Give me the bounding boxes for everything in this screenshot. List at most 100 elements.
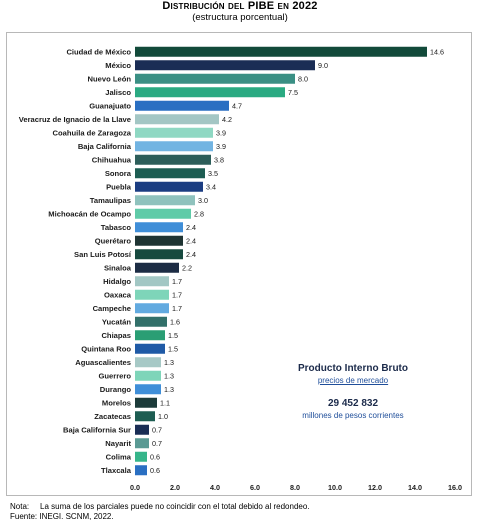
bar — [135, 397, 157, 408]
value-label: 1.0 — [158, 412, 168, 421]
bar — [135, 114, 219, 125]
bar — [135, 343, 165, 354]
value-label: 2.8 — [194, 209, 204, 218]
value-label: 2.2 — [182, 263, 192, 272]
gdp-annotation: Producto Interno Bruto precios de mercad… — [288, 363, 418, 420]
category-label: Campeche — [93, 304, 131, 313]
category-label: Jalisco — [105, 88, 131, 97]
value-label: 1.3 — [164, 358, 174, 367]
bar — [135, 46, 427, 57]
x-tick-label: 4.0 — [210, 483, 220, 492]
value-label: 7.5 — [288, 88, 298, 97]
chart-title: Distribución del PIBE en 2022 — [162, 0, 318, 12]
source-text: Fuente: INEGI. SCNM, 2022. — [10, 512, 114, 521]
bar — [135, 330, 165, 341]
bar — [135, 60, 315, 71]
bar — [135, 235, 183, 246]
category-label: México — [105, 61, 131, 70]
value-label: 3.8 — [214, 155, 224, 164]
value-label: 0.6 — [150, 452, 160, 461]
value-label: 1.7 — [172, 304, 182, 313]
gdp-annotation-title: Producto Interno Bruto — [298, 363, 408, 374]
category-label: Durango — [100, 385, 132, 394]
category-label: Puebla — [106, 183, 132, 192]
category-label: Chihuahua — [92, 156, 132, 165]
bar — [135, 262, 179, 273]
bar — [135, 208, 191, 219]
category-label: Colima — [106, 453, 132, 462]
category-label: Baja California — [78, 142, 132, 151]
bar — [135, 127, 213, 138]
value-label: 3.4 — [206, 182, 216, 191]
bar — [135, 168, 205, 179]
bar — [135, 73, 295, 84]
category-label: Tamaulipas — [90, 196, 131, 205]
value-label: 3.9 — [216, 128, 226, 137]
chart-frame — [6, 32, 472, 496]
x-tick-label: 6.0 — [250, 483, 260, 492]
bar — [135, 451, 147, 462]
category-label: Morelos — [102, 399, 131, 408]
bar — [135, 411, 155, 422]
value-label: 1.3 — [164, 371, 174, 380]
value-label: 14.6 — [430, 47, 444, 56]
category-label: Guanajuato — [89, 102, 131, 111]
category-label: Yucatán — [102, 318, 131, 327]
x-tick-label: 8.0 — [290, 483, 300, 492]
value-label: 3.5 — [208, 169, 218, 178]
category-label: Tlaxcala — [101, 466, 132, 475]
value-label: 0.7 — [152, 439, 162, 448]
value-label: 1.3 — [164, 385, 174, 394]
bar — [135, 303, 169, 314]
gdp-annotation-unit: millones de pesos corrientes — [302, 411, 404, 420]
category-label: Hidalgo — [103, 277, 131, 286]
footnotes: Nota: La suma de los parciales puede no c… — [10, 502, 310, 522]
gdp-annotation-value: 29 452 832 — [327, 398, 379, 409]
category-label: Quintana Roo — [81, 345, 131, 354]
category-label: Tabasco — [101, 223, 132, 232]
bar — [135, 154, 211, 165]
value-label: 2.4 — [186, 223, 196, 232]
x-axis: 0.0 2.0 4.0 6.0 8.0 10.0 12.0 14.0 16.0 — [130, 483, 462, 492]
bar — [135, 222, 183, 233]
bar — [135, 276, 169, 287]
value-label: 3.9 — [216, 142, 226, 151]
category-label: Nayarit — [105, 439, 131, 448]
value-label: 1.6 — [170, 317, 180, 326]
value-label: 4.2 — [222, 115, 232, 124]
value-label: 3.0 — [198, 196, 208, 205]
x-tick-label: 10.0 — [328, 483, 342, 492]
category-label: Sonora — [105, 169, 132, 178]
x-tick-label: 12.0 — [368, 483, 382, 492]
category-label: Zacatecas — [94, 412, 131, 421]
note-row: Nota: La suma de los parciales puede no c… — [10, 502, 310, 512]
value-label: 2.4 — [186, 236, 196, 245]
value-label: 4.7 — [232, 101, 242, 110]
bar — [135, 465, 147, 476]
bar — [135, 181, 203, 192]
value-label: 8.0 — [298, 74, 308, 83]
category-label: Oaxaca — [104, 291, 132, 300]
category-label: Guerrero — [99, 372, 132, 381]
bar — [135, 87, 285, 98]
bar — [135, 438, 149, 449]
bar — [135, 141, 213, 152]
bar — [135, 370, 161, 381]
bars-layer: Ciudad de México 14.6 México 9.0 Nuevo León 8… — [19, 46, 444, 476]
bar — [135, 249, 183, 260]
bar — [135, 195, 195, 206]
note-label: Nota: — [10, 502, 30, 511]
category-label: Chiapas — [101, 331, 131, 340]
category-label: Nuevo León — [88, 75, 132, 84]
value-label: 1.5 — [168, 344, 178, 353]
bar — [135, 100, 229, 111]
category-label: Baja California Sur — [63, 426, 131, 435]
value-label: 1.5 — [168, 331, 178, 340]
bar — [135, 424, 149, 435]
category-label: Michoacán de Ocampo — [48, 210, 131, 219]
chart-subtitle: (estructura porcentual) — [192, 12, 288, 23]
value-label: 0.7 — [152, 425, 162, 434]
bar — [135, 316, 167, 327]
category-label: Ciudad de México — [66, 48, 131, 57]
